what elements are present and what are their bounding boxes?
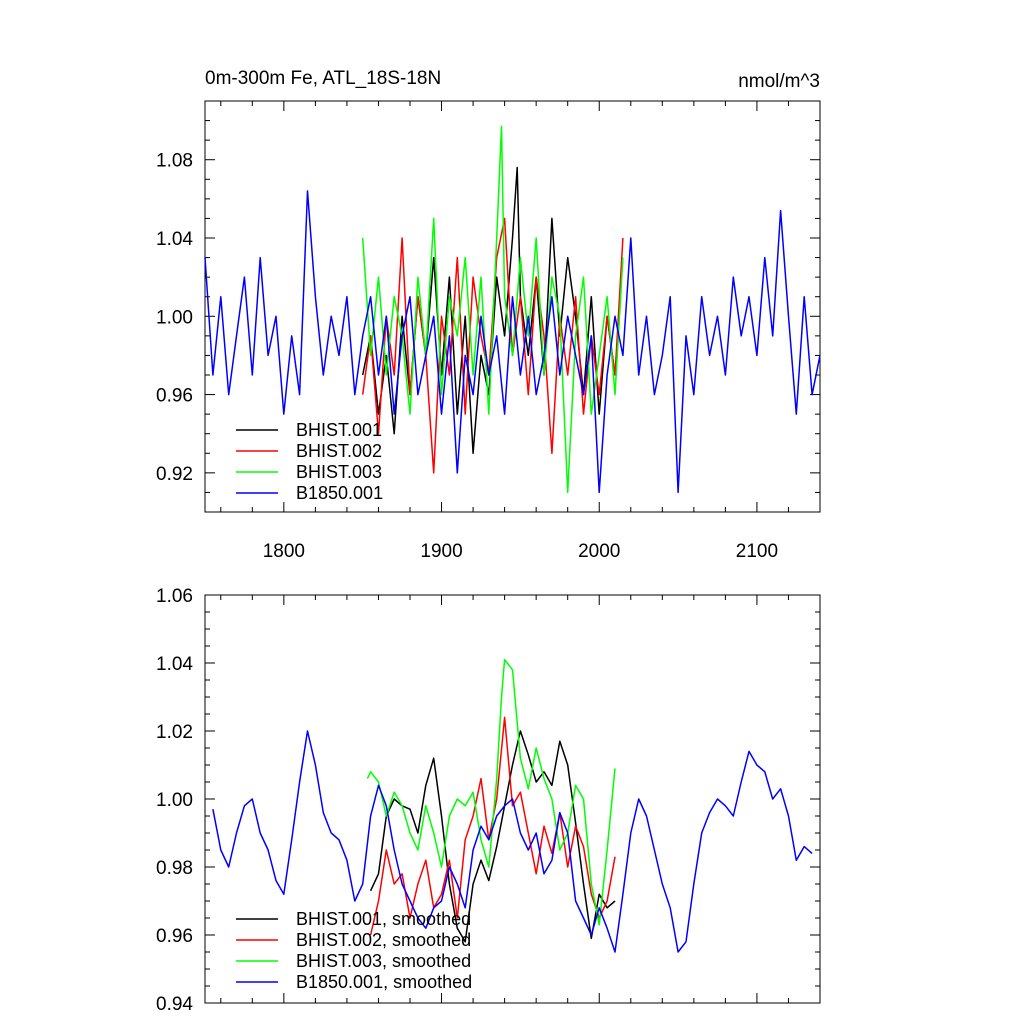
y-tick-label: 1.02 — [156, 722, 193, 743]
y-tick-label: 0.96 — [156, 926, 193, 947]
top-panel: 0.92 0.96 1.00 1.04 1.08 1800 1900 2000 2100 BHIS… — [156, 100, 821, 562]
legend-label: BHIST.001 — [296, 420, 382, 440]
x-tick-label: 1800 — [263, 541, 305, 562]
y-tick-label: 1.00 — [156, 307, 193, 328]
legend-label: B1850.001, smoothed — [296, 972, 472, 992]
legend-label: B1850.001 — [296, 483, 383, 503]
y-tick-label: 1.06 — [156, 586, 193, 607]
x-tick-label: 1900 — [420, 541, 462, 562]
y-tick-label: 1.04 — [156, 654, 193, 675]
x-tick-label: 2000 — [578, 541, 620, 562]
legend-label: BHIST.002 — [296, 441, 382, 461]
legend-label: BHIST.003 — [296, 462, 382, 482]
chart-title: 0m-300m Fe, ATL_18S-18N — [205, 68, 441, 89]
y-tick-label: 0.96 — [156, 386, 193, 407]
legend-label: BHIST.003, smoothed — [296, 951, 471, 971]
y-tick-label: 1.00 — [156, 790, 193, 811]
units-label: nmol/m^3 — [738, 71, 820, 92]
legend-label: BHIST.001, smoothed — [296, 909, 471, 929]
series-line — [369, 730, 616, 943]
plot-frame — [204, 100, 821, 513]
y-tick-label: 0.98 — [156, 858, 193, 879]
x-tick-label: 2100 — [736, 541, 778, 562]
series-line — [212, 730, 813, 953]
y-tick-label: 1.04 — [156, 229, 193, 250]
series-line — [366, 658, 616, 926]
series-line — [204, 190, 821, 494]
legend-label: BHIST.002, smoothed — [296, 930, 471, 950]
y-tick-label: 1.08 — [156, 151, 193, 172]
y-tick-label: 0.94 — [156, 994, 193, 1015]
bottom-panel: 0.94 0.96 0.98 1.00 1.02 1.04 1.06 BHIST.001, s… — [156, 586, 821, 1015]
y-tick-label: 0.92 — [156, 464, 193, 485]
series-line — [361, 125, 624, 494]
